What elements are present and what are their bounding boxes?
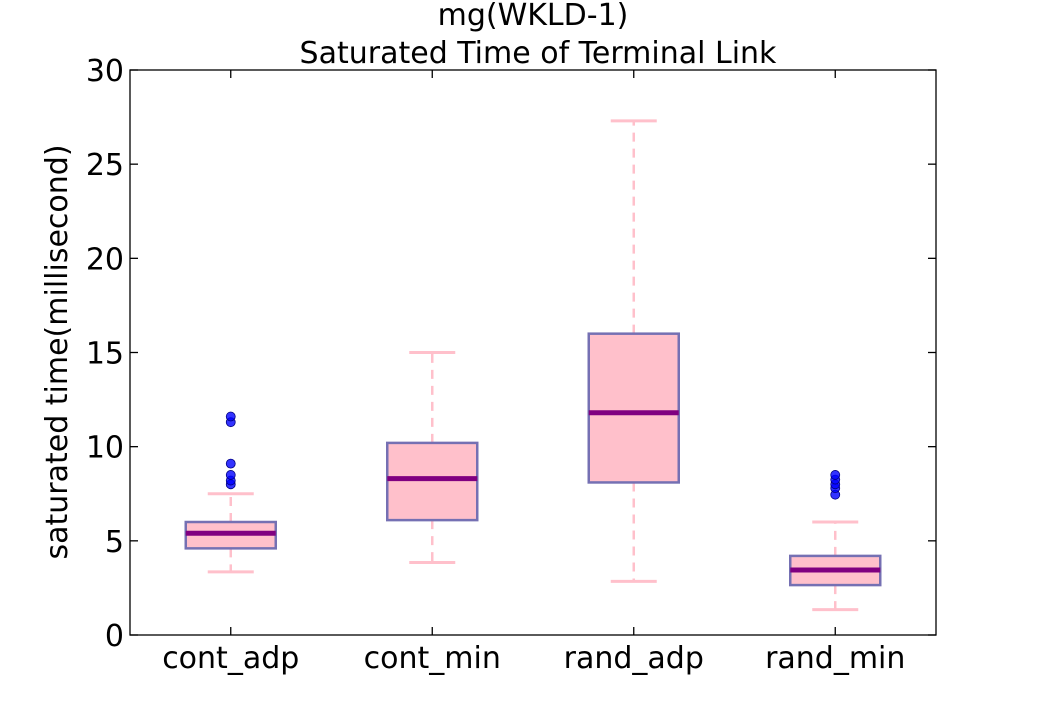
y-tick-label-30: 30	[86, 54, 124, 89]
y-tick-label-15: 15	[86, 337, 124, 372]
x-tick-label-rand_adp: rand_adp	[564, 641, 704, 676]
outlier-cont_adp-5	[225, 411, 236, 422]
plot-frame	[129, 69, 937, 636]
box-rand_adp	[587, 332, 680, 484]
y-tick-label-5: 5	[105, 525, 124, 560]
x-tick-label-cont_min: cont_min	[364, 641, 501, 676]
outlier-cont_adp-2	[225, 470, 236, 480]
y-tick-label-20: 20	[86, 242, 124, 277]
x-tick-label-cont_adp: cont_adp	[162, 641, 299, 676]
plot-area: 0 5 10 15 20 25 30 cont_adp cont_min rand_adp rand…	[86, 54, 937, 676]
y-tick-label-10: 10	[86, 431, 124, 466]
box-cont_min	[386, 441, 479, 522]
outlier-rand_min-4	[830, 470, 841, 480]
outlier-cont_adp-3	[225, 458, 236, 469]
y-tick-label-25: 25	[86, 148, 124, 183]
y-axis-label: saturated time(millisecond)	[40, 144, 75, 559]
chart-title: mg(WKLD-1)	[438, 0, 629, 33]
y-tick-label-0: 0	[105, 619, 124, 654]
x-tick-label-rand_min: rand_min	[765, 641, 905, 676]
chart-subtitle: Saturated Time of Terminal Link	[300, 36, 778, 71]
